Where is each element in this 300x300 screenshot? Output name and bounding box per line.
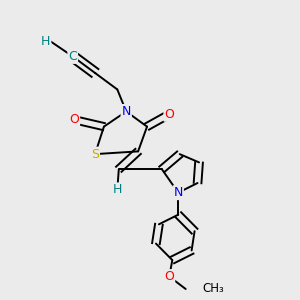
- Text: CH₃: CH₃: [202, 283, 224, 296]
- Text: N: N: [122, 105, 131, 118]
- Text: N: N: [173, 186, 183, 199]
- Text: O: O: [164, 270, 174, 283]
- Text: C: C: [68, 50, 77, 63]
- Text: O: O: [69, 113, 79, 126]
- Text: H: H: [112, 183, 122, 196]
- Text: O: O: [164, 108, 174, 121]
- Text: S: S: [91, 148, 99, 160]
- Text: H: H: [41, 35, 50, 48]
